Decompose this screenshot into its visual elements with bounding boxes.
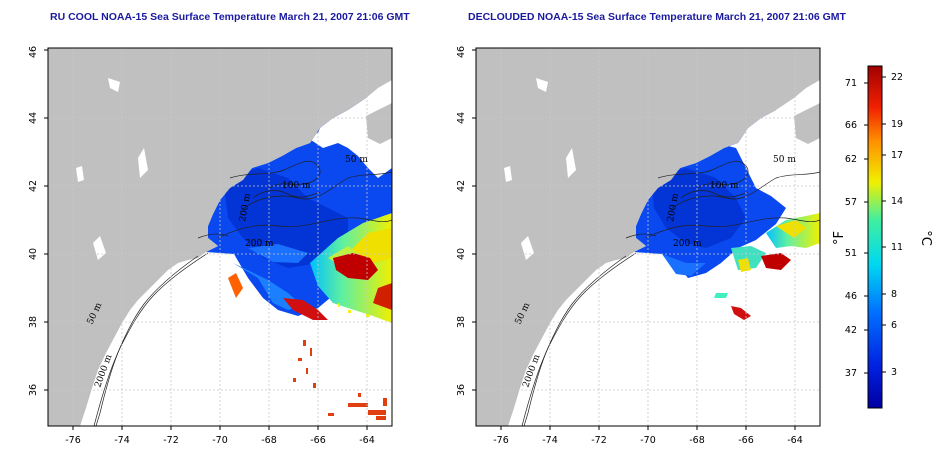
fahrenheit-unit-label: °F	[832, 231, 847, 245]
lon-tick: -66	[310, 435, 326, 446]
fahrenheit-tick: 42	[845, 325, 857, 336]
lat-tick: 46	[28, 46, 39, 58]
lon-tick: -74	[114, 435, 130, 446]
colorbar-gradient	[867, 65, 883, 409]
isobath-label: 50 m	[345, 155, 368, 165]
lon-tick: -64	[359, 435, 375, 446]
fahrenheit-tick: 51	[845, 248, 857, 259]
isobath-label: 200 m	[245, 239, 274, 249]
celsius-tick: 14	[891, 196, 903, 207]
lat-tick: 36	[456, 384, 467, 396]
lon-tick: -76	[493, 435, 509, 446]
celsius-tick: 6	[891, 320, 897, 331]
right-grid	[477, 48, 820, 426]
lon-tick: -68	[689, 435, 705, 446]
lat-tick: 42	[456, 180, 467, 192]
fahrenheit-tick: 46	[845, 291, 857, 302]
fahrenheit-tick: 57	[845, 197, 857, 208]
lon-tick: -76	[65, 435, 81, 446]
isobath-label: 200 m	[673, 239, 702, 249]
lon-tick: -72	[591, 435, 607, 446]
lat-tick: 46	[456, 46, 467, 58]
lon-tick: -64	[787, 435, 803, 446]
right-map: 200 m 100 m 50 m 200 m 50 m 2000 m	[475, 47, 821, 427]
lon-tick: -72	[163, 435, 179, 446]
lat-tick: 40	[28, 248, 39, 260]
celsius-tick: 22	[891, 72, 903, 83]
lat-tick: 42	[28, 180, 39, 192]
lon-tick: -70	[640, 435, 656, 446]
lon-tick: -74	[542, 435, 558, 446]
isobath-label: 100 m	[710, 181, 739, 191]
lat-tick: 38	[28, 316, 39, 328]
lat-tick: 36	[28, 384, 39, 396]
celsius-tick: 3	[891, 367, 897, 378]
celsius-tick: 19	[891, 119, 903, 130]
lat-tick: 38	[456, 316, 467, 328]
lat-tick: 40	[456, 248, 467, 260]
lat-tick: 44	[28, 112, 39, 124]
isobath-label: 50 m	[773, 155, 796, 165]
left-panel-title: RU COOL NOAA-15 Sea Surface Temperature …	[50, 11, 410, 23]
lon-tick: -66	[738, 435, 754, 446]
celsius-tick: 8	[891, 289, 897, 300]
isobath-label: 200 m	[238, 192, 253, 222]
celsius-tick: 17	[891, 150, 903, 161]
isobath-label: 200 m	[666, 192, 681, 222]
colorbar: 71 66 62 57 51 46 42 37 22 19 17 14 11 8…	[832, 65, 933, 409]
left-map: 200 m 100 m 50 m 200 m 50 m 2000 m	[47, 47, 393, 427]
fahrenheit-tick: 71	[845, 78, 857, 89]
lon-tick: -68	[261, 435, 277, 446]
fahrenheit-tick: 66	[845, 120, 857, 131]
right-axes: -76 -74 -72 -70 -68 -66 -64 36 38 40 42 …	[456, 46, 803, 446]
lat-tick: 44	[456, 112, 467, 124]
fahrenheit-tick: 62	[845, 154, 857, 165]
lon-tick: -70	[212, 435, 228, 446]
celsius-tick: 11	[891, 242, 903, 253]
right-panel-title: DECLOUDED NOAA-15 Sea Surface Temperatur…	[468, 11, 846, 23]
isobath-label: 100 m	[282, 181, 311, 191]
left-grid	[49, 48, 392, 426]
celsius-unit-label: °C	[918, 230, 933, 246]
fahrenheit-tick: 37	[845, 368, 857, 379]
left-axes: -76 -74 -72 -70 -68 -66 -64 36 38 40 42 …	[28, 46, 375, 446]
